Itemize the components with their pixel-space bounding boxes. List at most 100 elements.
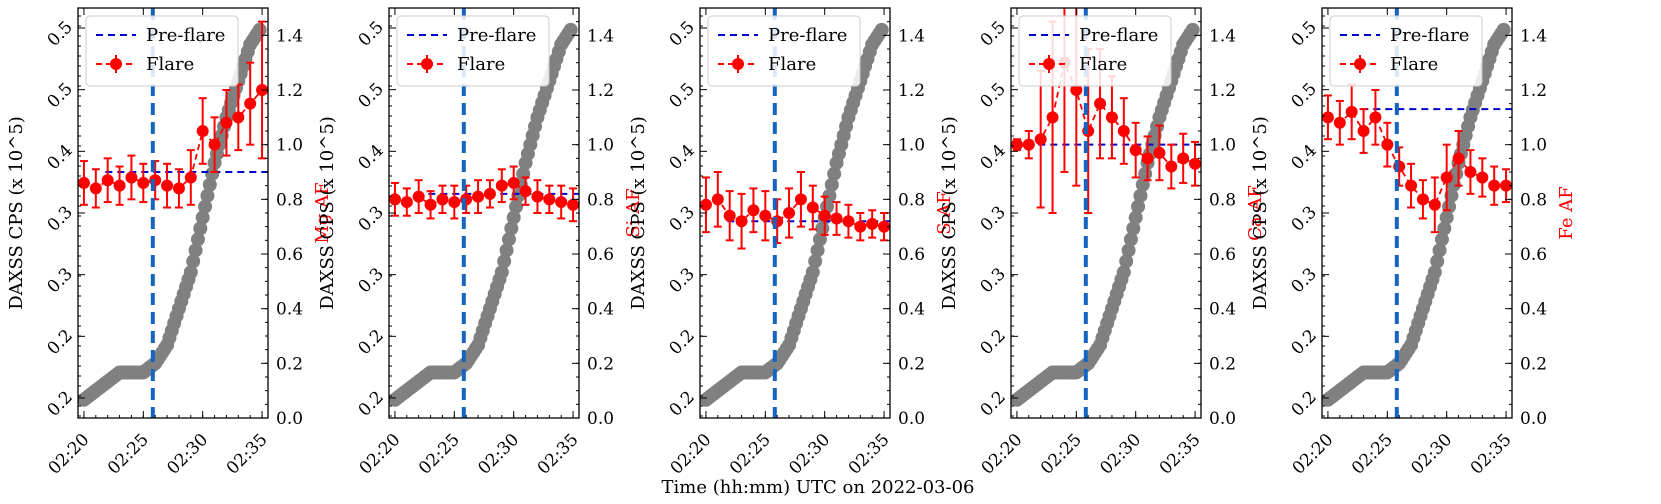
daxss-point xyxy=(1496,22,1511,37)
left-tick-label: 0.3 xyxy=(44,264,77,297)
left-tick-label: 0.5 xyxy=(1288,17,1321,50)
daxss-point xyxy=(202,177,217,192)
right-tick-label: 1.4 xyxy=(276,26,303,46)
daxss-point xyxy=(812,232,827,247)
right-tick-label: 0.4 xyxy=(1520,300,1547,320)
right-tick-label: 0.2 xyxy=(587,354,614,374)
left-tick-label: 0.2 xyxy=(44,387,77,420)
legend-flare-label: Flare xyxy=(1079,54,1127,75)
x-tick-label: 02:35 xyxy=(1467,430,1516,479)
daxss-point xyxy=(810,243,825,258)
legend-box xyxy=(1329,15,1483,87)
right-tick-label: 0.4 xyxy=(587,300,614,320)
right-tick-label: 0.6 xyxy=(587,245,614,265)
right-tick-label: 0.6 xyxy=(1209,245,1236,265)
left-tick-label: 0.5 xyxy=(666,79,699,112)
daxss-point xyxy=(1119,254,1134,269)
daxss-point xyxy=(252,22,267,37)
flare-point xyxy=(543,193,556,206)
right-tick-label: 0.0 xyxy=(276,409,303,429)
daxss-point xyxy=(504,221,519,236)
daxss-point xyxy=(1432,243,1447,258)
right-tick-label: 0.8 xyxy=(587,190,614,210)
daxss-point xyxy=(506,210,521,225)
daxss-point xyxy=(501,232,516,247)
legend-box xyxy=(396,15,550,87)
x-axis-label: Time (hh:mm) UTC on 2022-03-06 xyxy=(662,477,975,498)
daxss-point xyxy=(1121,243,1136,258)
legend-flare-marker xyxy=(110,58,122,70)
right-y-label: Mg AF xyxy=(312,182,333,243)
right-tick-label: 0.0 xyxy=(587,409,614,429)
flare-line xyxy=(1016,59,1196,168)
legend-box xyxy=(1018,15,1172,87)
right-tick-label: 0.6 xyxy=(1520,245,1547,265)
daxss-point xyxy=(200,188,215,203)
daxss-point xyxy=(1437,221,1452,236)
daxss-point xyxy=(188,243,203,258)
right-tick-label: 0.8 xyxy=(1520,190,1547,210)
flare-point xyxy=(866,217,879,230)
right-tick-label: 0.8 xyxy=(1209,190,1236,210)
daxss-point xyxy=(563,22,578,37)
right-y-label: Si AF xyxy=(623,188,644,237)
legend-preflare-label: Pre-flare xyxy=(1390,25,1469,46)
daxss-point xyxy=(1135,177,1150,192)
flare-point xyxy=(137,176,150,189)
daxss-point xyxy=(874,22,889,37)
right-tick-label: 0.2 xyxy=(1520,354,1547,374)
flare-point xyxy=(1381,138,1394,151)
x-tick-label: 02:30 xyxy=(1407,430,1456,479)
right-tick-label: 0.2 xyxy=(276,354,303,374)
x-tick-label: 02:25 xyxy=(104,430,153,479)
left-tick-label: 0.4 xyxy=(1288,141,1321,174)
daxss-point xyxy=(509,199,524,214)
right-y-label: Ca AF xyxy=(1245,185,1266,241)
daxss-point xyxy=(183,265,198,280)
daxss-point xyxy=(198,199,213,214)
left-tick-label: 0.2 xyxy=(1288,387,1321,420)
daxss-point xyxy=(499,243,514,258)
right-tick-label: 0.4 xyxy=(898,300,925,320)
left-tick-label: 0.4 xyxy=(355,141,388,174)
right-tick-label: 1.4 xyxy=(1520,26,1547,46)
flare-line xyxy=(83,89,263,190)
legend: Pre-flare Flare xyxy=(1018,15,1172,87)
legend-flare-marker xyxy=(1354,58,1366,70)
daxss-point xyxy=(1126,221,1141,236)
legend-flare-label: Flare xyxy=(457,54,505,75)
left-tick-label: 0.2 xyxy=(1288,326,1321,359)
plot-area xyxy=(700,8,890,418)
legend-flare-label: Flare xyxy=(1390,54,1438,75)
right-tick-label: 1.4 xyxy=(587,26,614,46)
flare-point xyxy=(854,220,867,233)
left-tick-label: 0.3 xyxy=(44,202,77,235)
left-tick-label: 0.4 xyxy=(977,141,1010,174)
left-tick-label: 0.4 xyxy=(44,141,77,174)
right-tick-label: 0.2 xyxy=(898,354,925,374)
right-tick-label: 1.0 xyxy=(587,136,614,156)
plot-area xyxy=(1011,8,1201,418)
right-tick-label: 1.0 xyxy=(898,136,925,156)
x-tick-label: 02:20 xyxy=(667,430,716,479)
x-tick-label: 02:30 xyxy=(474,430,523,479)
left-tick-label: 0.5 xyxy=(1288,79,1321,112)
daxss-point xyxy=(1434,232,1449,247)
daxss-point xyxy=(1133,188,1148,203)
legend: Pre-flare Flare xyxy=(707,15,861,87)
legend-flare-marker xyxy=(421,58,433,70)
right-tick-label: 0.0 xyxy=(898,409,925,429)
panel-mg: 02:20 02:25 02:30 02:35 0.2 0.2 0.3 0.3 0.4 0.5 0.… xyxy=(6,7,333,479)
left-tick-label: 0.3 xyxy=(977,264,1010,297)
right-tick-label: 0.6 xyxy=(276,245,303,265)
right-y-label: S AF xyxy=(934,191,955,235)
left-y-label: DAXSS CPS (x 10^5) xyxy=(317,116,338,310)
left-tick-label: 0.5 xyxy=(666,17,699,50)
x-tick-label: 02:20 xyxy=(356,430,405,479)
left-y-label: DAXSS CPS (x 10^5) xyxy=(628,116,649,310)
daxss-point xyxy=(827,166,842,181)
legend: Pre-flare Flare xyxy=(1329,15,1483,87)
right-y-label: Fe AF xyxy=(1556,186,1577,239)
daxss-point xyxy=(1430,254,1445,269)
daxss-point xyxy=(808,254,823,269)
